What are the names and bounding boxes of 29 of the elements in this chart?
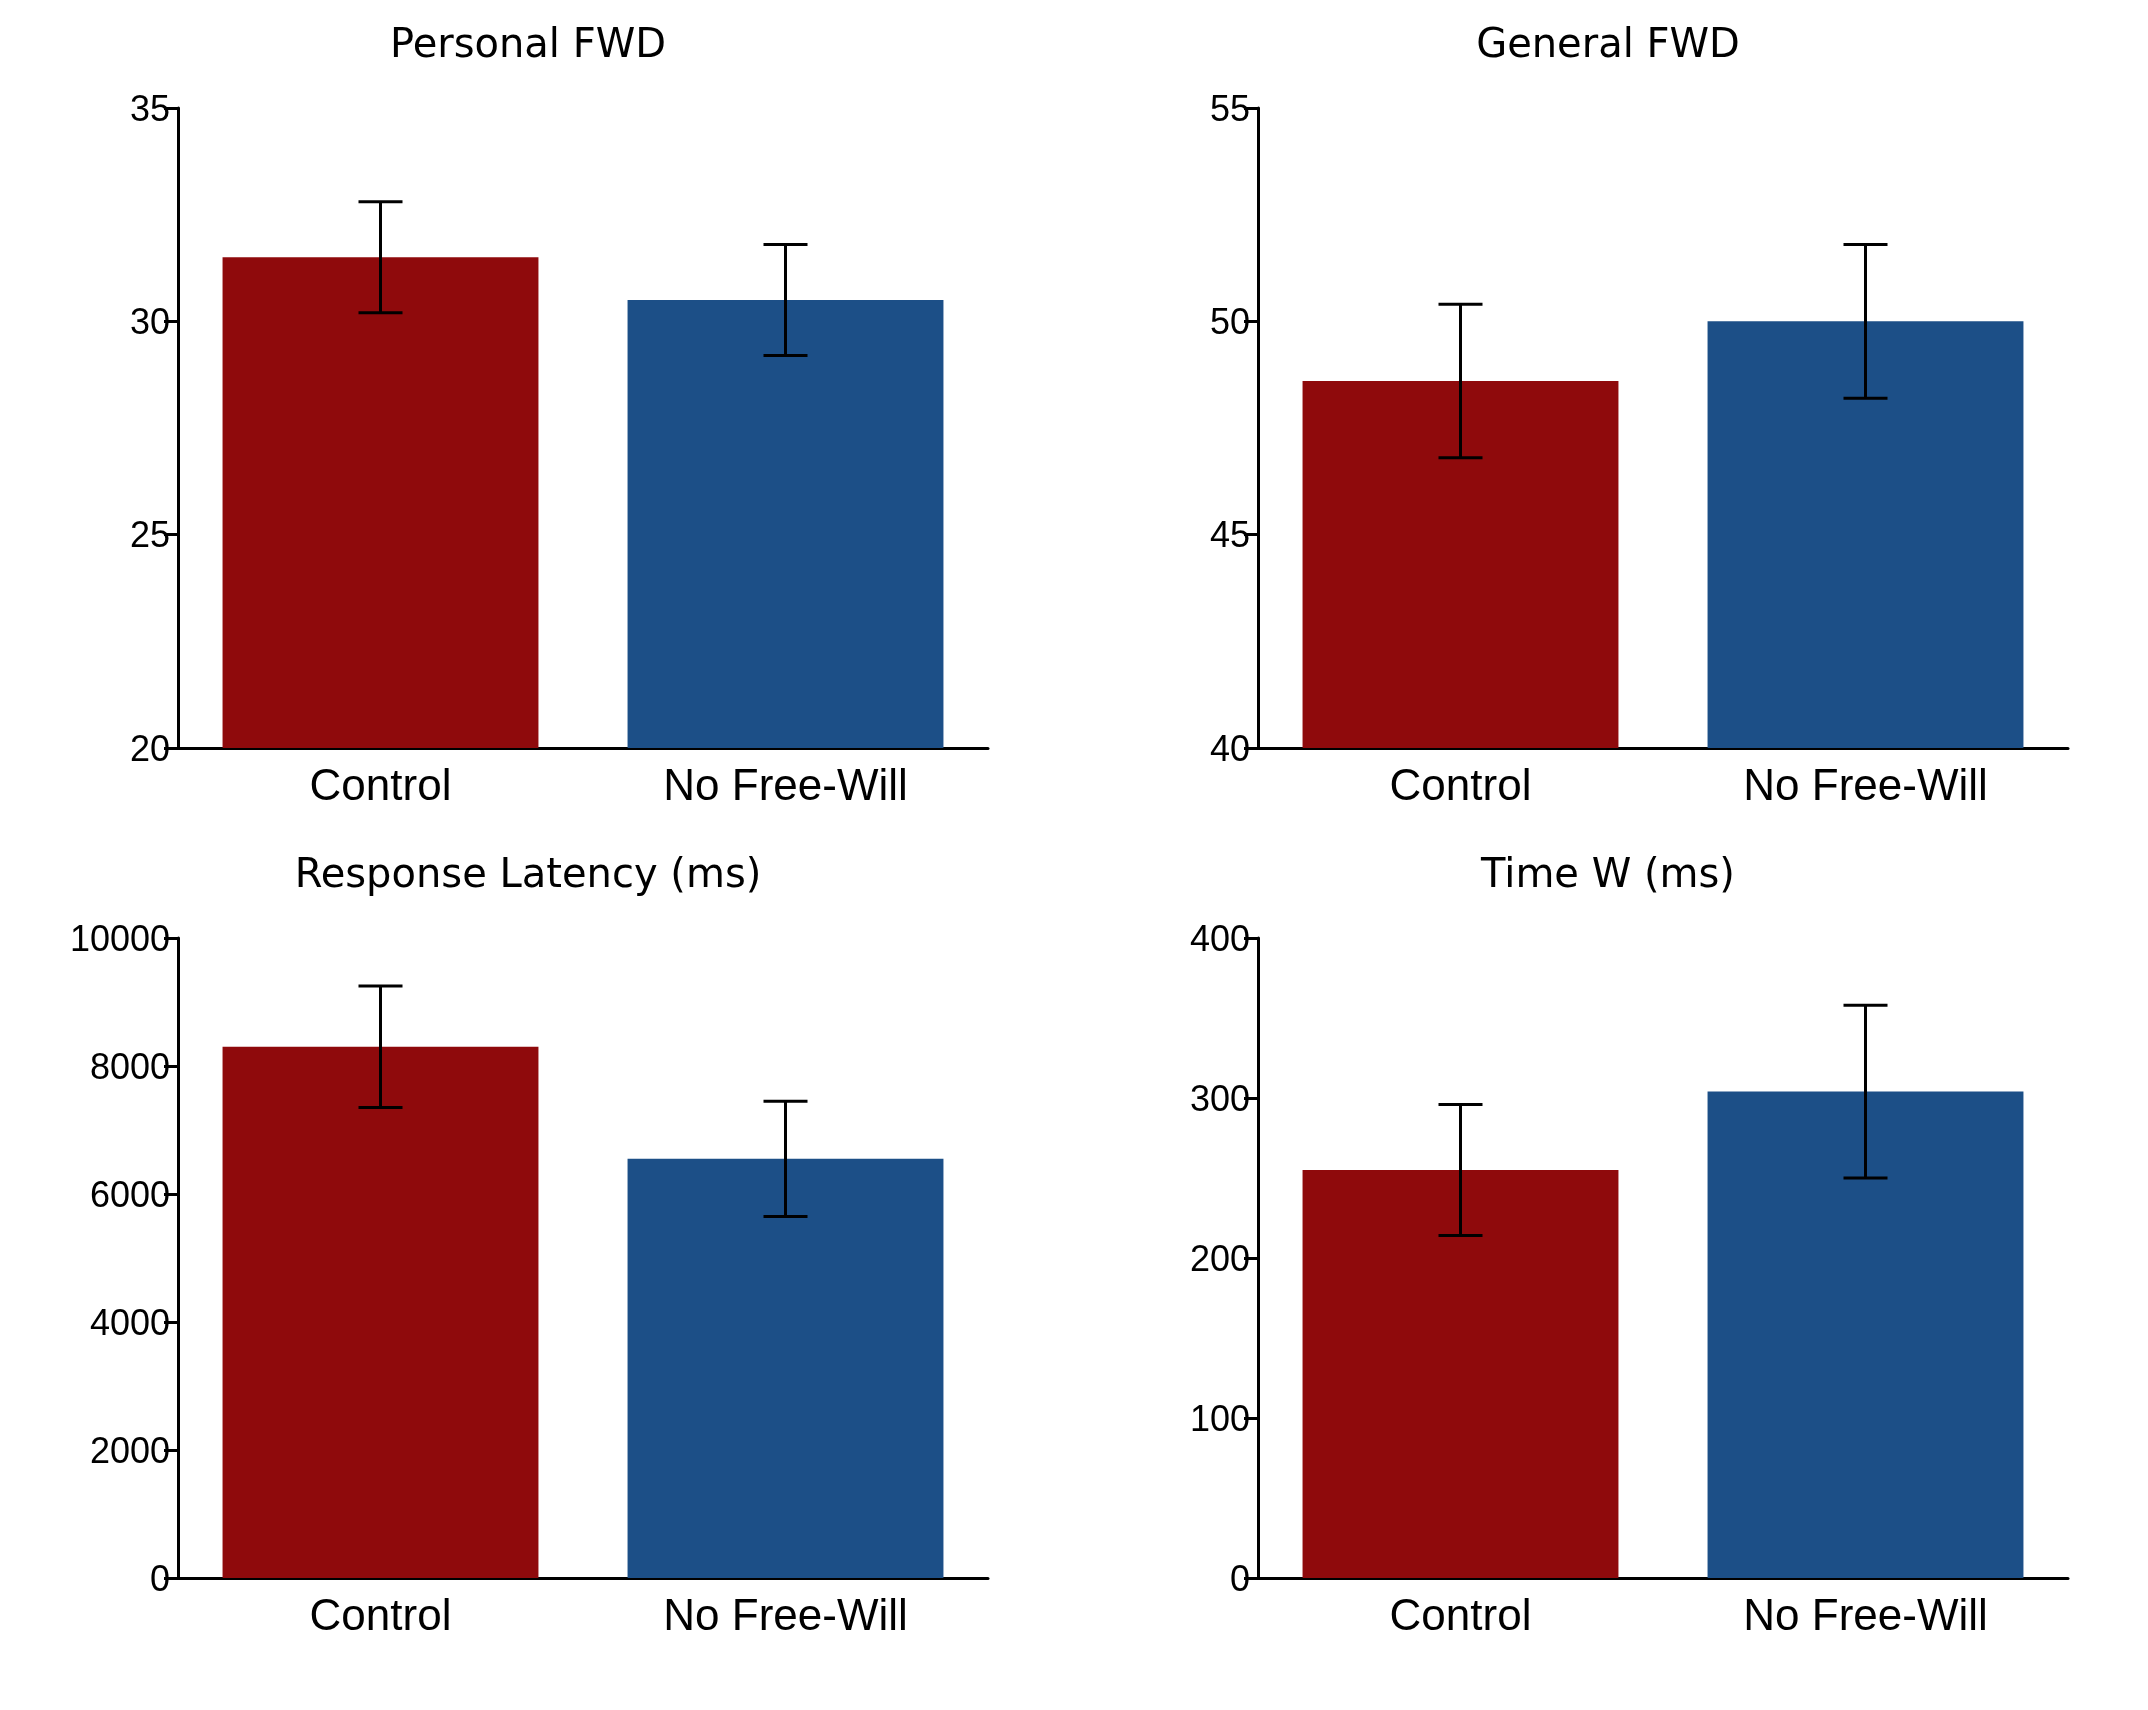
x-tick-label: Control <box>309 759 452 809</box>
x-tick-label: Control <box>1389 759 1532 809</box>
chart-title: Response Latency (ms) <box>294 850 762 896</box>
y-tick-label: 20 <box>129 727 170 769</box>
y-tick-label: 10000 <box>69 917 170 959</box>
y-tick-label: 50 <box>1209 300 1250 342</box>
x-tick-label: Control <box>309 1589 452 1639</box>
chart-title: Time W (ms) <box>1480 850 1735 896</box>
chart-title: Personal FWD <box>389 20 667 66</box>
x-tick-label: No Free-Will <box>663 759 908 809</box>
x-tick-label: No Free-Will <box>1743 759 1988 809</box>
y-tick-label: 35 <box>129 87 170 129</box>
x-tick-label: No Free-Will <box>1743 1589 1988 1639</box>
y-tick-label: 40 <box>1209 727 1250 769</box>
chart-title: General FWD <box>1476 20 1740 66</box>
y-tick-label: 100 <box>1189 1397 1250 1439</box>
y-tick-label: 45 <box>1209 514 1250 556</box>
y-tick-label: 8000 <box>89 1045 170 1087</box>
y-tick-label: 6000 <box>89 1173 170 1215</box>
y-tick-label: 400 <box>1189 917 1250 959</box>
y-tick-label: 55 <box>1209 87 1250 129</box>
x-tick-label: Control <box>1389 1589 1532 1639</box>
y-tick-label: 300 <box>1189 1077 1250 1119</box>
y-tick-label: 200 <box>1189 1237 1250 1279</box>
y-tick-label: 25 <box>129 514 170 556</box>
y-tick-label: 4000 <box>89 1301 170 1343</box>
y-tick-label: 2000 <box>89 1429 170 1471</box>
x-tick-label: No Free-Will <box>663 1589 908 1639</box>
y-tick-label: 30 <box>129 300 170 342</box>
